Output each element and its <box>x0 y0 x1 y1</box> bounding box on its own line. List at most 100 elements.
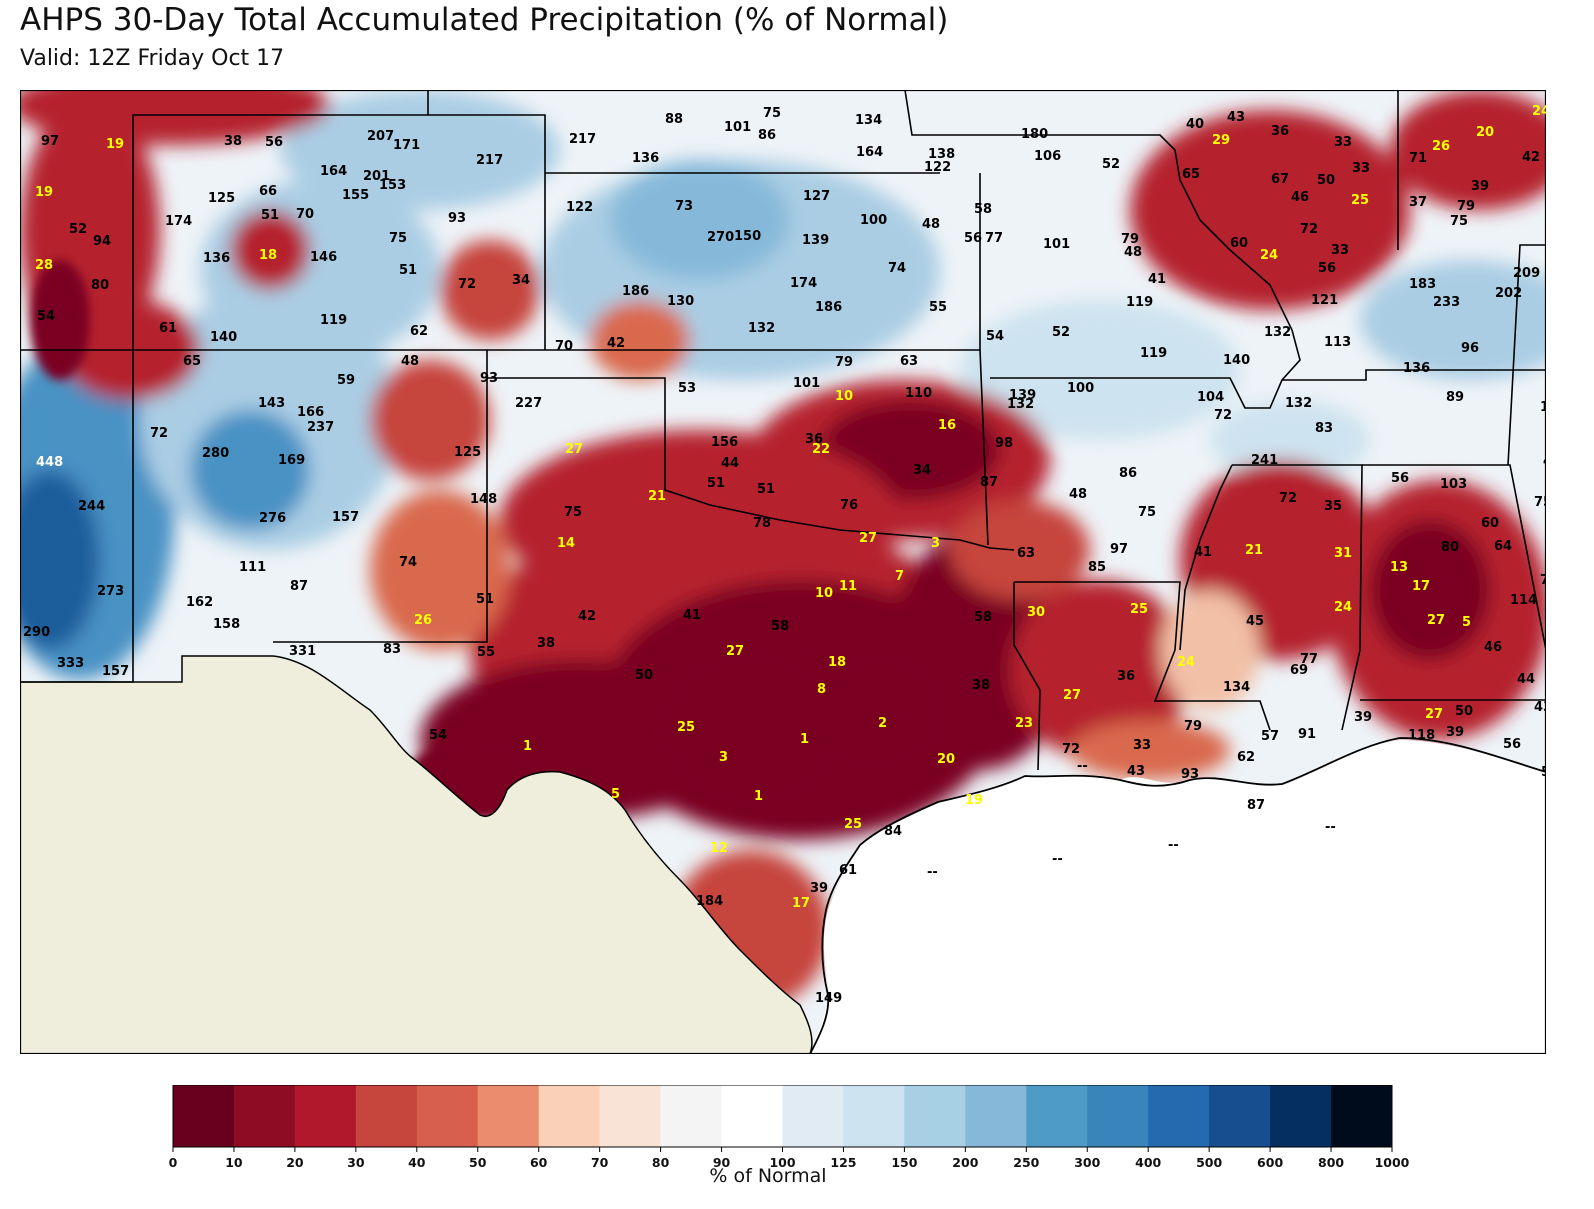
colorbar-tick-label: 40 <box>408 1155 426 1170</box>
station-value-label: 27 <box>565 442 583 457</box>
station-value-label: 86 <box>758 128 776 143</box>
station-value-label: 64 <box>1494 539 1512 554</box>
station-value-label: 65 <box>183 354 201 369</box>
station-value-label: 143 <box>258 396 285 411</box>
station-value-label: 87 <box>1247 798 1265 813</box>
station-value-label: 41 <box>1194 545 1212 560</box>
station-value-label: 119 <box>320 313 347 328</box>
station-value-label: 72 <box>1214 408 1232 423</box>
station-value-label: 54 <box>37 309 55 324</box>
station-value-label: 122 <box>924 160 951 175</box>
station-value-label: 34 <box>512 273 530 288</box>
station-value-label: 130 <box>667 294 694 309</box>
colorbar-tick-label: 400 <box>1135 1155 1161 1170</box>
station-value-label: 30 <box>1027 605 1045 620</box>
colorbar-swatch <box>1087 1085 1149 1147</box>
colorbar-swatch <box>538 1085 601 1147</box>
station-value-label: 78 <box>1540 573 1546 588</box>
map-title: AHPS 30-Day Total Accumulated Precipitat… <box>20 2 949 38</box>
map-frame <box>20 90 1546 1054</box>
station-value-label: 75 <box>1450 214 1468 229</box>
colorbar-tick-label: 70 <box>591 1155 609 1170</box>
station-value-label: 76 <box>840 498 858 513</box>
station-value-label: 48 <box>401 354 419 369</box>
station-value-label: 56 <box>1503 737 1521 752</box>
station-value-label: 26 <box>1432 139 1450 154</box>
station-value-label: 276 <box>259 511 286 526</box>
station-value-label: 87 <box>290 579 308 594</box>
station-value-label: 122 <box>566 200 593 215</box>
colorbar-tick-label: 100 <box>769 1155 795 1170</box>
station-value-label: 21 <box>648 489 666 504</box>
station-value-label: -- <box>1325 820 1336 835</box>
station-value-label: 1 <box>523 739 532 754</box>
station-value-label: 202 <box>1495 286 1522 301</box>
station-value-label: 1 <box>800 732 809 747</box>
station-value-label: 125 <box>208 191 235 206</box>
station-value-label: 56 <box>1391 471 1409 486</box>
station-value-label: 106 <box>1034 149 1061 164</box>
station-value-label: 75 <box>389 231 407 246</box>
station-value-label: 3 <box>719 750 728 765</box>
station-value-label: 42 <box>1522 150 1540 165</box>
station-value-label: 139 <box>802 233 829 248</box>
station-value-label: -- <box>927 865 938 880</box>
station-value-label: 241 <box>1251 453 1278 468</box>
station-value-label: 39 <box>1446 725 1464 740</box>
station-value-label: 84 <box>884 824 902 839</box>
mexico-land <box>20 655 813 1054</box>
station-value-label: 18 <box>828 655 846 670</box>
station-value-label: 52 <box>1052 325 1070 340</box>
station-value-label: 52 <box>69 222 87 237</box>
station-value-label: 19 <box>35 185 53 200</box>
station-value-label: 33 <box>1352 161 1370 176</box>
station-value-label: 27 <box>1427 613 1445 628</box>
station-value-label: 93 <box>480 371 498 386</box>
station-value-label: 72 <box>1062 742 1080 757</box>
gulf-coastline <box>809 737 1546 1054</box>
station-value-label: 39 <box>810 881 828 896</box>
colorbar-tick-label: 250 <box>1013 1155 1039 1170</box>
station-value-label: 51 <box>261 208 279 223</box>
station-value-label: 75 <box>1138 505 1156 520</box>
station-value-label: 290 <box>23 625 50 640</box>
station-value-label: 33 <box>1331 243 1349 258</box>
station-value-label: 448 <box>36 455 63 470</box>
station-value-label: 10 <box>835 389 853 404</box>
station-value-label: 48 <box>1069 487 1087 502</box>
station-value-label: 48 <box>1124 245 1142 260</box>
station-value-label: 180 <box>1021 127 1048 142</box>
station-value-label: 162 <box>186 595 213 610</box>
station-value-label: 217 <box>476 153 503 168</box>
station-value-label: 60 <box>1230 236 1248 251</box>
station-value-label: 16 <box>938 418 956 433</box>
station-value-label: 54 <box>986 329 1004 344</box>
station-value-label: 39 <box>1354 710 1372 725</box>
station-value-label: 85 <box>1088 560 1106 575</box>
station-value-label: 14 <box>557 536 575 551</box>
station-value-label: 27 <box>1425 707 1443 722</box>
station-value-label: 140 <box>210 330 237 345</box>
station-value-label: 38 <box>224 134 242 149</box>
station-value-label: 207 <box>367 129 394 144</box>
precipitation-map[interactable]: 97 19 38 56 207 171 217 88 75 101 86 134 180 40 43 36 33… <box>20 90 1546 1054</box>
station-value-label: 79 <box>1184 719 1202 734</box>
station-value-label: 46 <box>1291 190 1309 205</box>
station-value-label: 174 <box>790 276 817 291</box>
station-value-label: 87 <box>980 475 998 490</box>
station-value-label: 121 <box>1311 293 1338 308</box>
colorbar-swatch <box>1148 1085 1210 1147</box>
station-value-label: 56 <box>964 231 982 246</box>
station-value-label: 78 <box>753 516 771 531</box>
station-value-label: 50 <box>1455 704 1473 719</box>
station-value-label: 227 <box>515 396 542 411</box>
colorbar-swatch <box>173 1085 235 1147</box>
station-value-label: 38 <box>537 636 555 651</box>
station-value-label: 75 <box>1534 495 1546 510</box>
station-value-label: 73 <box>675 199 693 214</box>
station-value-label: 36 <box>1117 669 1135 684</box>
station-value-label: -- <box>1052 852 1063 867</box>
station-value-label: 10 <box>815 586 833 601</box>
colorbar-tick-label: 800 <box>1318 1155 1344 1170</box>
